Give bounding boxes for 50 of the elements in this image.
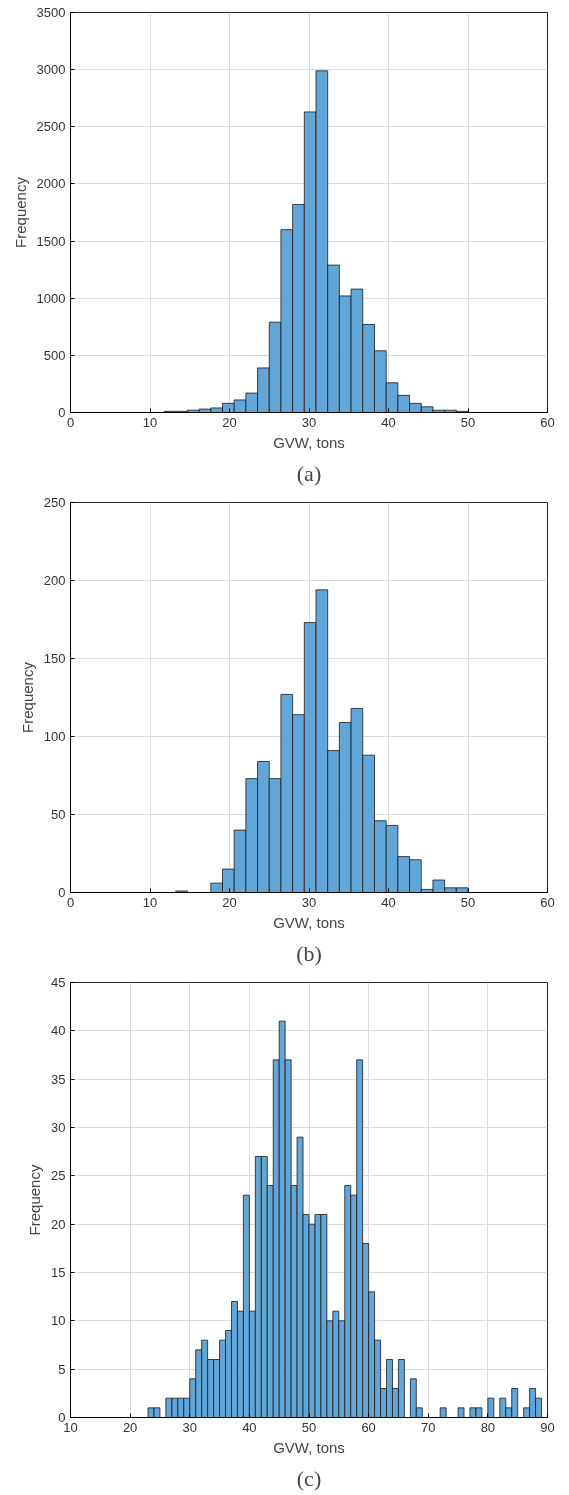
- x-tick-label: 60: [540, 414, 555, 430]
- x-tick-label: 30: [182, 1419, 197, 1435]
- x-tick-label: 50: [301, 1419, 317, 1435]
- y-tick-label: 3500: [36, 5, 66, 20]
- x-tick-label: 50: [460, 414, 476, 430]
- text: (a): [296, 460, 322, 486]
- y-tick-label: 1500: [36, 233, 66, 249]
- x-tick-label: 40: [381, 414, 396, 430]
- x-axis-title: GVW, tons: [273, 913, 345, 931]
- y-tick-label: 15: [51, 1265, 66, 1280]
- x-tick-label: 80: [480, 1419, 496, 1435]
- y-axis-title: Frequency: [11, 176, 29, 248]
- y-tick-label: 1000: [36, 290, 66, 306]
- x-tick-label: 90: [540, 1419, 555, 1435]
- y-tick-label: 30: [51, 1120, 66, 1135]
- y-tick-label: 10: [51, 1313, 66, 1329]
- x-tick-label: 30: [301, 894, 317, 910]
- y-tick-label: 2500: [36, 119, 66, 135]
- x-axis-title: GVW, tons: [273, 1438, 345, 1456]
- y-tick-label: 200: [43, 573, 66, 588]
- x-tick-label: 20: [122, 1419, 138, 1435]
- y-tick-label: 25: [51, 1168, 66, 1184]
- y-tick-label: 150: [43, 651, 66, 666]
- y-tick-label: 250: [43, 495, 66, 510]
- x-tick-label: 10: [142, 414, 158, 430]
- x-tick-label: 30: [301, 414, 317, 430]
- x-tick-label: 60: [361, 1419, 376, 1435]
- x-axis-title: GVW, tons: [273, 433, 345, 451]
- y-axis-title: Frequency: [18, 661, 36, 733]
- y-tick-label: 2000: [36, 176, 66, 192]
- x-tick-label: 40: [381, 894, 396, 910]
- x-tick-label: 60: [540, 894, 555, 910]
- y-tick-label: 100: [43, 729, 66, 744]
- y-tick-label: 45: [51, 975, 66, 990]
- x-tick-label: 20: [222, 414, 237, 430]
- text: (b): [296, 940, 322, 966]
- x-tick-label: 20: [222, 894, 237, 910]
- y-tick-label: 35: [51, 1071, 66, 1087]
- text: (c): [296, 1465, 322, 1491]
- x-tick-label: 70: [421, 1419, 436, 1435]
- y-tick-label: 20: [51, 1216, 66, 1232]
- y-axis-title: Frequency: [26, 1164, 44, 1236]
- x-tick-label: 10: [142, 894, 158, 910]
- x-tick-label: 50: [460, 894, 476, 910]
- y-tick-label: 3000: [36, 62, 66, 78]
- y-tick-label: 5: [58, 1361, 66, 1377]
- x-tick-label: 40: [242, 1419, 257, 1435]
- y-tick-label: 500: [43, 347, 66, 363]
- y-tick-label: 50: [51, 807, 66, 822]
- y-tick-label: 40: [51, 1023, 66, 1039]
